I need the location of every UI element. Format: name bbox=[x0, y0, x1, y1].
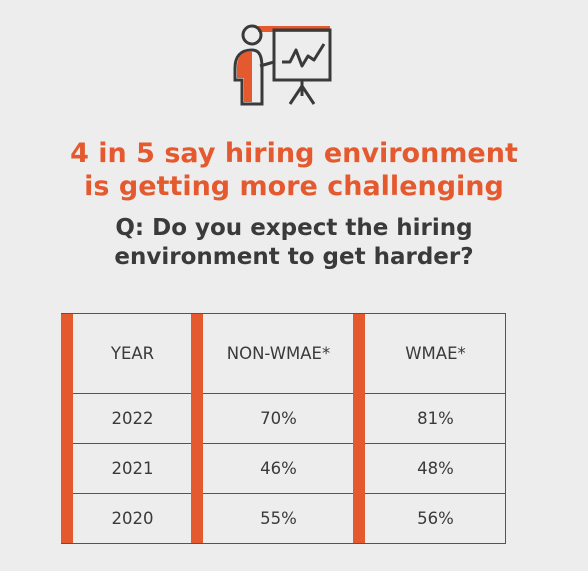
header-cell-year: YEAR bbox=[61, 314, 191, 393]
wmae-cell: 48% bbox=[353, 444, 505, 493]
accent-bar bbox=[191, 314, 203, 543]
year-value: 2020 bbox=[111, 509, 154, 528]
header-label-year: YEAR bbox=[110, 344, 155, 363]
year-value: 2021 bbox=[111, 459, 154, 478]
non-wmae-value: 70% bbox=[260, 409, 297, 428]
non-wmae-cell: 70% bbox=[191, 394, 353, 443]
wmae-value: 56% bbox=[417, 509, 454, 528]
presenter-chart-icon bbox=[230, 22, 340, 114]
wmae-value: 48% bbox=[417, 459, 454, 478]
year-cell: 2022 bbox=[61, 394, 191, 443]
non-wmae-cell: 55% bbox=[191, 494, 353, 543]
question-line-2: environment to get harder? bbox=[114, 244, 474, 270]
header-label-non-wmae: NON-WMAE* bbox=[226, 344, 331, 363]
accent-bar bbox=[61, 314, 73, 543]
wmae-cell: 81% bbox=[353, 394, 505, 443]
header-cell-non-wmae: NON-WMAE* bbox=[191, 314, 353, 393]
table-row: 2021 46% 48% bbox=[61, 444, 505, 494]
non-wmae-value: 46% bbox=[260, 459, 297, 478]
table-row: 2022 70% 81% bbox=[61, 394, 505, 444]
wmae-cell: 56% bbox=[353, 494, 505, 543]
headline-line-1: 4 in 5 say hiring environment bbox=[70, 138, 518, 169]
year-cell: 2021 bbox=[61, 444, 191, 493]
non-wmae-cell: 46% bbox=[191, 444, 353, 493]
headline-line-2: is getting more challenging bbox=[84, 171, 504, 202]
table-row: 2020 55% 56% bbox=[61, 494, 505, 544]
accent-bar bbox=[353, 314, 365, 543]
table-header-row: YEAR NON-WMAE* WMAE* bbox=[61, 314, 505, 394]
results-table: YEAR NON-WMAE* WMAE* 2022 70% 81% 2021 4… bbox=[61, 313, 506, 544]
header-label-wmae: WMAE* bbox=[405, 344, 466, 363]
wmae-value: 81% bbox=[417, 409, 454, 428]
header-cell-wmae: WMAE* bbox=[353, 314, 505, 393]
year-cell: 2020 bbox=[61, 494, 191, 543]
question-line-1: Q: Do you expect the hiring bbox=[115, 215, 473, 241]
year-value: 2022 bbox=[111, 409, 154, 428]
non-wmae-value: 55% bbox=[260, 509, 297, 528]
